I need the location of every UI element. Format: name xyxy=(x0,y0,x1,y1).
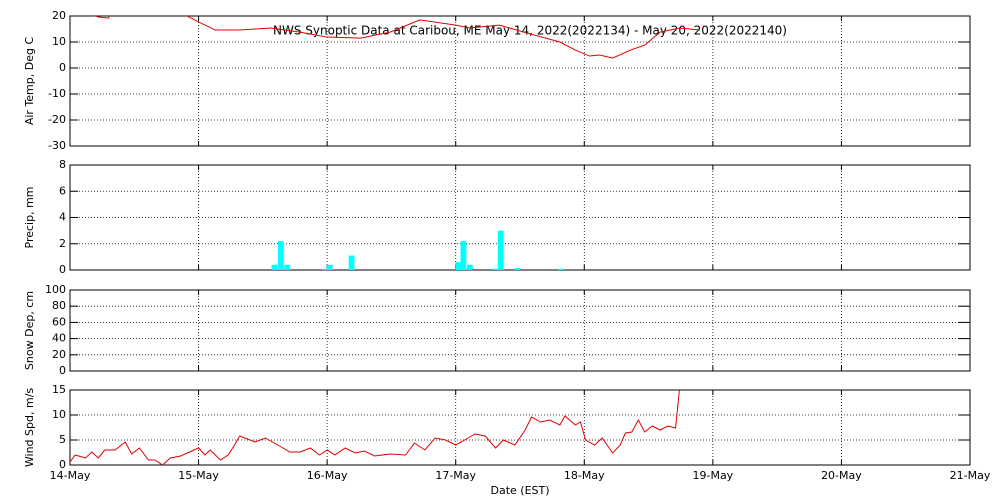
x-tick-label: 14-May xyxy=(50,469,91,482)
x-tick-label: 15-May xyxy=(178,469,219,482)
bar xyxy=(558,268,565,270)
bar xyxy=(466,264,473,270)
chart-title: NWS Synoptic Data at Caribou, ME May 14,… xyxy=(273,24,787,38)
bar xyxy=(348,255,355,270)
y-axis-label: Snow Dep, cm xyxy=(23,291,36,370)
y-tick-label: 4 xyxy=(59,211,66,224)
y-tick-label: 2 xyxy=(59,237,66,250)
y-tick-label: 0 xyxy=(59,263,66,276)
y-axis-label: Precip, mm xyxy=(23,187,36,249)
y-tick-label: 6 xyxy=(59,184,66,197)
data-line xyxy=(70,390,680,465)
plot-frame xyxy=(69,15,971,147)
x-tick-label: 16-May xyxy=(307,469,348,482)
bar xyxy=(514,268,521,270)
bar xyxy=(460,241,467,270)
y-tick-label: 0 xyxy=(59,61,66,74)
y-tick-label: 5 xyxy=(59,433,66,446)
bar xyxy=(326,264,333,270)
y-tick-label: -20 xyxy=(48,113,66,126)
x-tick-label: 17-May xyxy=(435,469,476,482)
bar xyxy=(497,230,504,270)
y-axis-label: Wind Spd, m/s xyxy=(23,388,36,468)
plot-area xyxy=(271,230,565,270)
y-tick-label: 10 xyxy=(52,35,66,48)
y-tick-label: 20 xyxy=(52,348,66,361)
y-tick-label: -10 xyxy=(48,87,66,100)
bar xyxy=(271,264,278,270)
plot-frame xyxy=(69,389,971,466)
y-tick-label: -30 xyxy=(48,139,66,152)
y-tick-label: 80 xyxy=(52,299,66,312)
y-tick-label: 10 xyxy=(52,408,66,421)
bar xyxy=(321,268,328,270)
plot-area xyxy=(94,16,701,59)
x-tick-label: 20-May xyxy=(821,469,862,482)
y-tick-label: 8 xyxy=(59,158,66,171)
y-tick-label: 100 xyxy=(45,283,66,296)
bar xyxy=(277,241,284,270)
bar xyxy=(492,268,499,270)
y-tick-label: 0 xyxy=(59,364,66,377)
y-tick-label: 20 xyxy=(52,9,66,22)
y-axis-label: Air Temp, Deg C xyxy=(23,37,36,126)
plot-frame xyxy=(69,289,971,372)
bar xyxy=(284,264,291,270)
x-tick-label: 21-May xyxy=(950,469,991,482)
x-tick-label: 18-May xyxy=(564,469,605,482)
x-tick-label: 19-May xyxy=(692,469,733,482)
y-tick-label: 15 xyxy=(52,383,66,396)
data-line xyxy=(94,16,701,59)
plot-area xyxy=(70,390,680,465)
x-axis-label: Date (EST) xyxy=(490,484,549,497)
y-tick-label: 40 xyxy=(52,332,66,345)
bar xyxy=(455,262,462,270)
y-tick-label: 60 xyxy=(52,315,66,328)
y-tick-label: 0 xyxy=(59,458,66,471)
